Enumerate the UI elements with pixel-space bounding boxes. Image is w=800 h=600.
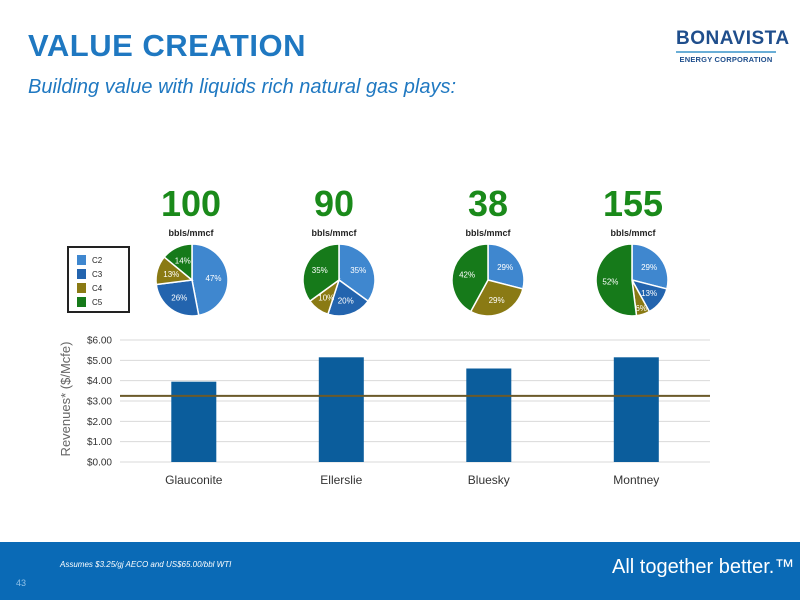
legend-swatch-c2 bbox=[77, 255, 86, 265]
y-axis-label: Revenues* ($/Mcfe) bbox=[58, 342, 73, 457]
pie-total-2: 90 bbox=[313, 183, 355, 224]
legend-label-c5: C5 bbox=[92, 297, 103, 307]
pie-unit-3: bbls/mmcf bbox=[465, 228, 511, 238]
page-subtitle: Building value with liquids rich natural… bbox=[28, 76, 457, 98]
legend-swatch-c5 bbox=[77, 297, 86, 307]
pie-total-3: 38 bbox=[467, 183, 509, 224]
pie-2-slice-c3 bbox=[326, 278, 370, 317]
y-tick-label-5: $5.00 bbox=[87, 356, 112, 367]
y-tick-label-1: $1.00 bbox=[87, 437, 112, 448]
pie-legend: C2 C3 C4 C5 bbox=[67, 246, 130, 313]
pie-1-label-c3: 26% bbox=[171, 294, 187, 303]
legend-item-c3: C3 bbox=[77, 269, 102, 279]
logo-tagline: ENERGY CORPORATION bbox=[679, 55, 773, 64]
chart-canvas: 47% 26% 13% 14% 35% 20% 10% 35% 29% 29% 42% 29% 13% 6… bbox=[58, 243, 710, 487]
x-tick-label-bluesky: Bluesky bbox=[468, 473, 510, 487]
legend-swatch-c4 bbox=[77, 283, 86, 293]
pie-total-4: 155 bbox=[602, 183, 664, 224]
pie-2-label-c5: 35% bbox=[312, 266, 328, 275]
pie-1-label-c2: 47% bbox=[205, 274, 221, 283]
pie-4-label-c3: 13% bbox=[641, 289, 657, 298]
pie-4-label-c5: 52% bbox=[602, 277, 618, 286]
x-tick-label-montney: Montney bbox=[613, 473, 659, 487]
y-tick-label-4: $4.00 bbox=[87, 376, 112, 387]
pie-unit-4: bbls/mmcf bbox=[610, 228, 656, 238]
pie-4-slice-c2 bbox=[631, 243, 669, 290]
company-logo: BONAVISTA ENERGY CORPORATION bbox=[676, 28, 789, 64]
pie-2-slice-c2 bbox=[338, 243, 376, 303]
pie-4-label-c4: 6% bbox=[635, 304, 647, 313]
pie-2-slice-c5 bbox=[302, 243, 340, 303]
pie-3-slice-c2 bbox=[487, 243, 525, 290]
pie-3-label-c2: 29% bbox=[497, 263, 513, 272]
page-number: 43 bbox=[16, 578, 27, 588]
y-tick-label-3: $3.00 bbox=[87, 397, 112, 408]
pie-4-slice-c5 bbox=[595, 243, 638, 317]
legend-item-c5: C5 bbox=[77, 297, 102, 307]
slogan: All together better.™ bbox=[612, 556, 795, 578]
pie-2-label-c2: 35% bbox=[350, 266, 366, 275]
footer-bar bbox=[0, 542, 800, 600]
y-tick-label-2: $2.00 bbox=[87, 417, 112, 428]
bar-montney bbox=[613, 357, 659, 462]
pie-unit-1: bbls/mmcf bbox=[168, 228, 214, 238]
pie-4-label-c2: 29% bbox=[641, 263, 657, 272]
pie-unit-2: bbls/mmcf bbox=[311, 228, 357, 238]
x-tick-label-ellerslie: Ellerslie bbox=[320, 473, 362, 487]
page-title: VALUE CREATION bbox=[28, 28, 306, 63]
y-tick-label-0: $0.00 bbox=[87, 458, 112, 469]
footnote: Assumes $3.25/gj AECO and US$65.00/bbl W… bbox=[60, 560, 232, 569]
pie-3-slice-c5 bbox=[451, 243, 489, 313]
legend-label-c4: C4 bbox=[92, 283, 103, 293]
pie-1-slice-c3 bbox=[155, 279, 200, 317]
logo-name: BONAVISTA bbox=[676, 28, 789, 53]
pie-1-slice-c5 bbox=[163, 243, 193, 282]
pie-3-label-c4: 29% bbox=[489, 296, 505, 305]
pie-1-label-c5: 14% bbox=[175, 257, 191, 266]
pie-2-label-c4: 10% bbox=[318, 294, 334, 303]
bar-bluesky bbox=[466, 368, 512, 462]
y-tick-label-6: $6.00 bbox=[87, 336, 112, 347]
x-tick-label-glauconite: Glauconite bbox=[165, 473, 223, 487]
pie-charts: 47% 26% 13% 14% 35% 20% 10% 35% 29% 29% 42% 29% 13% 6… bbox=[155, 243, 669, 317]
pie-3-label-c5: 42% bbox=[459, 271, 475, 280]
pie-2-label-c3: 20% bbox=[338, 297, 354, 306]
legend-item-c2: C2 bbox=[77, 255, 102, 265]
legend-swatch-c3 bbox=[77, 269, 86, 279]
bar-ellerslie bbox=[318, 357, 364, 462]
revenue-bar-chart: $0.00 $1.00 $2.00 $3.00 $4.00 $5.00 $6.00 Reven… bbox=[58, 336, 710, 487]
legend-label-c3: C3 bbox=[92, 269, 103, 279]
bar-glauconite bbox=[171, 381, 217, 462]
legend-item-c4: C4 bbox=[77, 283, 102, 293]
pie-total-1: 100 bbox=[160, 183, 222, 224]
pie-1-slice-c2 bbox=[191, 243, 229, 317]
legend-label-c2: C2 bbox=[92, 255, 103, 265]
pie-1-label-c4: 13% bbox=[163, 270, 179, 279]
